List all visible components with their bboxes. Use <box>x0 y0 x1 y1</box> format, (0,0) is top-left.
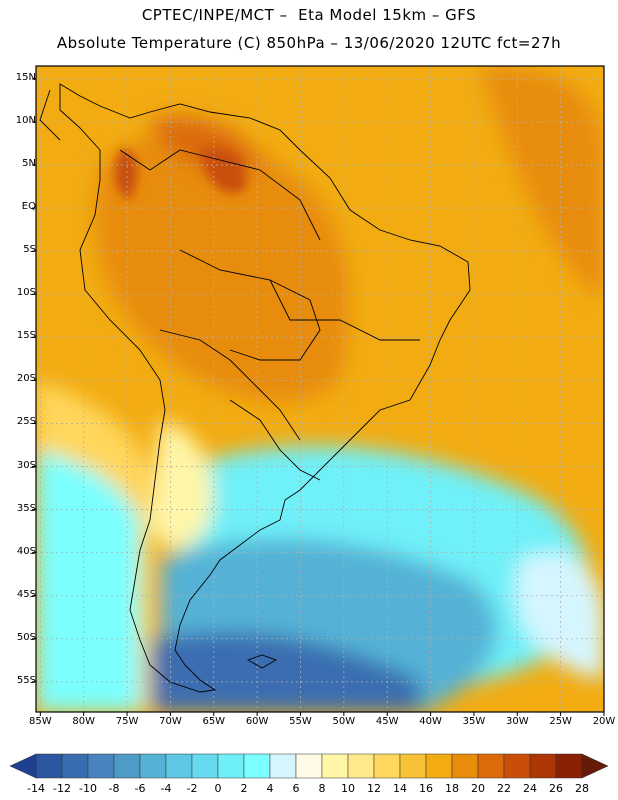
colorbar-label: -8 <box>108 782 120 795</box>
colorbar-label: 18 <box>445 782 459 795</box>
colorbar-swatch <box>321 753 349 779</box>
lat-label: 15S <box>16 330 36 342</box>
lat-label: 10S <box>16 287 36 299</box>
map-frame <box>35 65 605 713</box>
lon-label: 60W <box>245 716 269 727</box>
colorbar-label: -12 <box>53 782 71 795</box>
colorbar-swatch <box>503 753 531 779</box>
colorbar-label: -2 <box>186 782 198 795</box>
lon-label: 50W <box>332 716 356 727</box>
lat-label: 20S <box>16 373 36 385</box>
colorbar-label: 28 <box>575 782 589 795</box>
lat-label: 5S <box>23 244 36 256</box>
colorbar-swatch <box>477 753 505 779</box>
colorbar-swatch <box>451 753 479 779</box>
colorbar-swatch <box>191 753 219 779</box>
lon-label: 35W <box>462 716 486 727</box>
colorbar-swatch <box>269 753 297 779</box>
colorbar-label: 0 <box>214 782 222 795</box>
lon-label: 30W <box>505 716 529 727</box>
lat-label: 35S <box>16 502 36 514</box>
colorbar-label: 14 <box>393 782 407 795</box>
lon-label: 25W <box>549 716 572 727</box>
lat-label: 5N <box>22 158 36 170</box>
colorbar-label: -14 <box>27 782 45 795</box>
colorbar-swatch <box>87 753 115 779</box>
lon-label: 75W <box>115 716 139 727</box>
lat-label: EQ <box>21 201 36 213</box>
temperature-map <box>32 65 605 716</box>
colorbar-label: 24 <box>523 782 537 795</box>
lon-label: 70W <box>159 716 182 727</box>
colorbar-swatch <box>217 753 245 779</box>
lon-label: 65W <box>202 716 226 727</box>
lon-label: 20W <box>592 716 616 727</box>
colorbar-swatch <box>165 753 193 779</box>
colorbar-label: 6 <box>292 782 300 795</box>
colorbar-swatch <box>9 753 37 779</box>
temperature-field <box>36 66 604 712</box>
lat-label: 25S <box>16 416 36 428</box>
colorbar-swatch <box>347 753 375 779</box>
colorbar-swatch <box>399 753 427 779</box>
colorbar-label: 12 <box>367 782 381 795</box>
lat-label: 45S <box>16 588 36 600</box>
colorbar-swatch <box>139 753 167 779</box>
colorbar-label: 10 <box>341 782 355 795</box>
colorbar-swatch <box>61 753 89 779</box>
colorbar-swatch <box>35 753 63 779</box>
colorbar-label: 8 <box>318 782 326 795</box>
colorbar-label: 2 <box>240 782 248 795</box>
colorbar-label: 20 <box>471 782 485 795</box>
colorbar-label: 4 <box>266 782 274 795</box>
lon-label: 40W <box>419 716 442 727</box>
colorbar-label: -6 <box>134 782 146 795</box>
colorbar-swatch <box>581 753 609 779</box>
colorbar-swatch <box>555 753 583 779</box>
lat-label: 50S <box>16 631 36 643</box>
colorbar-swatch <box>425 753 453 779</box>
map-subtitle: Absolute Temperature (C) 850hPa – 13/06/… <box>56 34 562 52</box>
colorbar-swatch <box>373 753 401 779</box>
colorbar-label: 26 <box>549 782 563 795</box>
lat-label: 55S <box>16 674 36 686</box>
colorbar <box>9 753 609 779</box>
lat-label: 30S <box>16 459 36 471</box>
lat-label: 15N <box>15 71 36 83</box>
lat-label: 40S <box>16 545 36 557</box>
lon-label: 85W <box>29 716 52 727</box>
colorbar-swatch <box>529 753 557 779</box>
colorbar-swatch <box>243 753 271 779</box>
lat-label: 10N <box>15 114 36 126</box>
lon-label: 55W <box>289 716 312 727</box>
colorbar-swatch <box>295 753 323 779</box>
colorbar-label: -10 <box>79 782 97 795</box>
map-title: CPTEC/INPE/MCT – Eta Model 15km – GFS <box>141 6 477 24</box>
colorbar-label: -4 <box>160 782 172 795</box>
lon-label: 45W <box>375 716 399 727</box>
colorbar-label: 22 <box>497 782 511 795</box>
coastlines <box>39 83 471 693</box>
colorbar-swatch <box>113 753 141 779</box>
lon-label: 80W <box>72 716 95 727</box>
colorbar-label: 16 <box>419 782 433 795</box>
